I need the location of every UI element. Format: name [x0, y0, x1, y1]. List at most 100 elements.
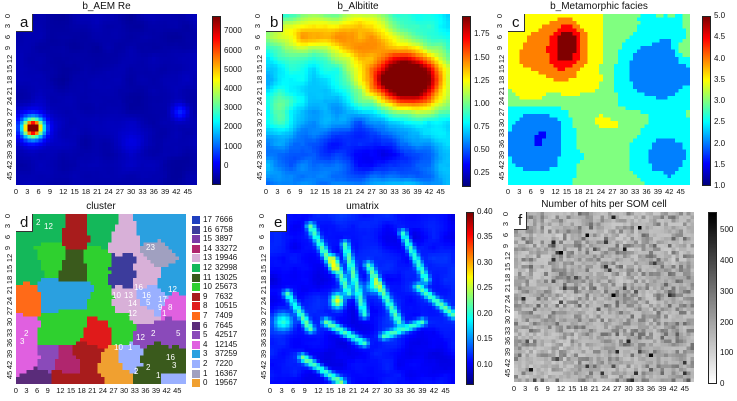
x-tick-label: 6 — [291, 386, 296, 395]
y-tick-label: 42 — [5, 360, 15, 369]
legend-item: 0 19567 — [192, 379, 237, 388]
colorbar-tick-label: 0.40 — [477, 207, 493, 216]
x-tick-label: 36 — [646, 384, 656, 393]
y-tick-label: 15 — [255, 65, 265, 74]
cluster-map-label: 10 — [114, 343, 123, 352]
colorbar-tick-label: 5000 — [224, 64, 242, 74]
y-tick-label: 12 — [5, 254, 15, 263]
colorbar — [462, 16, 471, 187]
panel-title: b_Albitite — [337, 1, 379, 12]
legend-cluster-id: 15 — [203, 234, 212, 244]
legend-item: 6 7645 — [192, 321, 233, 330]
cluster-map-label: 2 — [24, 329, 29, 338]
x-tick-label: 3 — [25, 187, 30, 196]
y-tick-label: 45 — [255, 171, 265, 181]
colorbar-tick-label: 1.25 — [474, 75, 490, 85]
y-tick-label: 0 — [257, 213, 267, 218]
legend-count: 16367 — [215, 368, 238, 378]
legend-cluster-id: 13 — [203, 253, 212, 263]
cluster-map-label: 5 — [146, 298, 151, 307]
colorbar-tick-label: 0.35 — [477, 232, 493, 242]
x-tick-label: 33 — [631, 187, 640, 196]
x-tick-label: 15 — [325, 386, 335, 395]
y-tick-label: 36 — [497, 139, 507, 149]
legend-item: 13 19946 — [192, 253, 238, 263]
y-tick-label: 18 — [503, 273, 513, 282]
x-tick-label: 39 — [658, 384, 667, 393]
legend-swatch — [192, 312, 200, 320]
legend-cluster-id: 12 — [203, 263, 212, 272]
cluster-map-label: 3 — [18, 223, 23, 232]
legend-swatch — [192, 379, 200, 388]
legend-cluster-id: 1 — [203, 368, 208, 378]
y-tick-label: 27 — [503, 305, 513, 314]
panel-letter: b — [266, 14, 284, 32]
y-tick-label: 6 — [257, 234, 267, 240]
y-tick-label: 45 — [503, 368, 513, 378]
panel-letter: d — [16, 214, 34, 232]
x-tick-label: 18 — [574, 187, 583, 196]
legend-swatch — [192, 216, 200, 224]
y-tick-label: 36 — [255, 139, 265, 149]
x-tick-label: 36 — [406, 386, 416, 395]
y-tick-label: 45 — [5, 370, 15, 380]
x-tick-label: 21 — [344, 187, 353, 196]
x-tick-label: 42 — [665, 187, 674, 196]
x-tick-label: 45 — [173, 386, 182, 395]
y-tick-label: 39 — [255, 150, 265, 159]
x-tick-label: 0 — [511, 384, 517, 393]
y-tick-label: 42 — [5, 161, 15, 170]
y-tick-label: 27 — [255, 107, 265, 117]
x-tick-label: 21 — [93, 187, 102, 196]
x-tick-label: 33 — [395, 386, 404, 395]
colorbar-tick-label: 3000 — [224, 103, 242, 113]
x-tick-label: 24 — [355, 187, 365, 196]
legend-count: 19946 — [215, 253, 238, 263]
cluster-map-label: 1 — [156, 371, 161, 380]
y-tick-label: 0 — [3, 213, 13, 218]
y-tick-label: 39 — [259, 349, 269, 359]
colorbar — [702, 16, 711, 186]
y-tick-label: 18 — [5, 75, 15, 85]
x-tick-label: 30 — [378, 187, 388, 196]
colorbar-tick-label: 0.15 — [477, 334, 493, 344]
x-tick-label: 18 — [337, 386, 346, 395]
y-tick-label: 21 — [5, 285, 15, 295]
y-tick-label: 30 — [5, 317, 15, 327]
colorbar-tick-label: 1.0 — [714, 181, 726, 190]
x-tick-label: 12 — [551, 187, 560, 196]
y-tick-label: 12 — [259, 254, 269, 263]
colorbar-tick-label: 1.00 — [474, 98, 490, 108]
y-tick-label: 36 — [5, 139, 15, 149]
x-tick-label: 36 — [141, 386, 150, 395]
x-tick-label: 3 — [24, 386, 29, 395]
x-tick-label: 30 — [383, 386, 392, 395]
x-tick-label: 33 — [390, 187, 399, 196]
y-tick-label: 15 — [5, 65, 15, 74]
colorbar-tick-label: 3.5 — [714, 74, 726, 84]
x-tick-label: 21 — [88, 386, 97, 395]
x-tick-label: 24 — [360, 386, 369, 395]
x-tick-label: 27 — [371, 386, 381, 395]
panel-title: b_Metamorphic facies — [550, 1, 648, 12]
legend-item: 14 33272 — [192, 244, 237, 253]
y-tick-label: 24 — [259, 296, 269, 305]
y-tick-label: 3 — [253, 24, 263, 29]
y-tick-label: 15 — [259, 264, 269, 274]
x-tick-label: 39 — [653, 187, 663, 196]
legend-item: 10 25673 — [192, 283, 237, 292]
x-tick-label: 42 — [162, 386, 171, 395]
y-tick-label: 33 — [497, 129, 507, 138]
cluster-map-label: 1 — [162, 309, 167, 318]
y-tick-label: 3 — [3, 224, 13, 229]
y-tick-label: 0 — [253, 13, 263, 18]
legend-item: 16 6758 — [192, 225, 233, 234]
colorbar-tick-label: 200 — [720, 317, 734, 327]
y-tick-label: 12 — [5, 54, 15, 63]
colorbar-tick-label: 1.50 — [474, 52, 490, 62]
legend-item: 15 3897 — [192, 234, 233, 244]
legend-swatch — [192, 369, 200, 378]
y-tick-label: 21 — [5, 86, 15, 95]
cluster-map-label: 3 — [20, 337, 25, 346]
x-tick-label: 3 — [275, 187, 280, 196]
